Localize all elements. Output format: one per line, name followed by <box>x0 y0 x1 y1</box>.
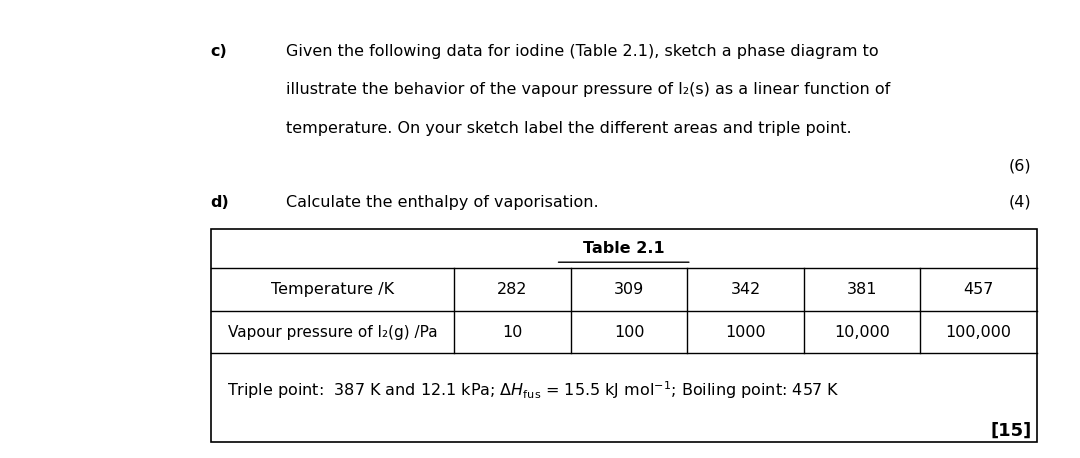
Text: 381: 381 <box>847 282 877 297</box>
Text: 342: 342 <box>730 282 760 297</box>
Text: Given the following data for iodine (Table 2.1), sketch a phase diagram to: Given the following data for iodine (Tab… <box>286 44 879 59</box>
Text: Table 2.1: Table 2.1 <box>583 241 664 256</box>
Text: (4): (4) <box>1009 195 1031 210</box>
Text: Triple point:  387 K and 12.1 kPa; $\Delta H_{\mathrm{fus}}$ = 15.5 kJ mol$^{-1}: Triple point: 387 K and 12.1 kPa; $\Delt… <box>227 380 839 401</box>
Text: 1000: 1000 <box>726 325 766 339</box>
Text: 309: 309 <box>613 282 644 297</box>
Text: 282: 282 <box>497 282 528 297</box>
Text: Vapour pressure of I₂(g) /Pa: Vapour pressure of I₂(g) /Pa <box>228 325 437 339</box>
Text: 100: 100 <box>613 325 645 339</box>
Text: (6): (6) <box>1009 158 1031 173</box>
Text: 10,000: 10,000 <box>834 325 890 339</box>
Bar <box>211 229 1037 442</box>
Text: [15]: [15] <box>990 422 1031 440</box>
Text: temperature. On your sketch label the different areas and triple point.: temperature. On your sketch label the di… <box>286 121 852 136</box>
Text: d): d) <box>211 195 229 210</box>
Text: 100,000: 100,000 <box>946 325 1012 339</box>
Text: c): c) <box>211 44 228 59</box>
Text: illustrate the behavior of the vapour pressure of I₂(s) as a linear function of: illustrate the behavior of the vapour pr… <box>286 82 890 98</box>
Text: 10: 10 <box>502 325 523 339</box>
Text: Calculate the enthalpy of vaporisation.: Calculate the enthalpy of vaporisation. <box>286 195 598 210</box>
Text: Temperature /K: Temperature /K <box>271 282 394 297</box>
Text: 457: 457 <box>963 282 994 297</box>
